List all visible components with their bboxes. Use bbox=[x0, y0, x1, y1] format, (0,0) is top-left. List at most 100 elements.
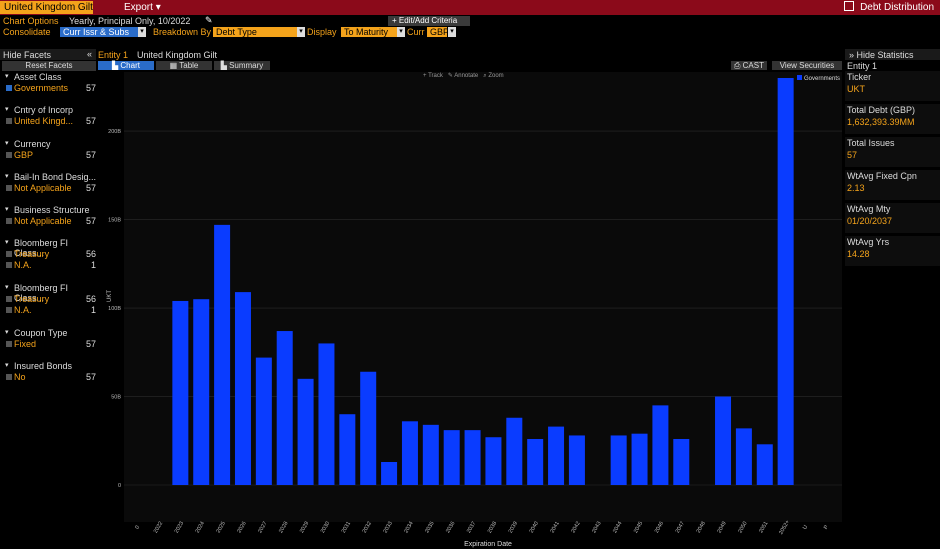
bar[interactable] bbox=[193, 299, 210, 485]
bar[interactable] bbox=[652, 405, 669, 485]
reset-facets-button[interactable]: Reset Facets bbox=[2, 61, 96, 71]
bar[interactable] bbox=[756, 444, 773, 485]
bar[interactable] bbox=[735, 428, 752, 485]
bar[interactable] bbox=[568, 435, 585, 485]
facet-item-label[interactable]: N.A. bbox=[14, 305, 32, 315]
facet-title[interactable]: Bail-In Bond Desig... bbox=[14, 172, 97, 182]
chart-options-value: Yearly, Principal Only, 10/2022 bbox=[69, 16, 191, 26]
facet-title[interactable]: Currency bbox=[14, 139, 51, 149]
facet-item-label[interactable]: United Kingd... bbox=[14, 116, 74, 126]
facet-title[interactable]: Insured Bonds bbox=[14, 361, 73, 371]
facet-checkbox[interactable] bbox=[6, 296, 12, 302]
hide-facets-button[interactable]: Hide Facets bbox=[3, 50, 52, 60]
bar[interactable] bbox=[339, 414, 356, 485]
bar[interactable] bbox=[485, 437, 502, 485]
export-button[interactable]: Export ▾ bbox=[124, 1, 161, 14]
bar[interactable] bbox=[360, 371, 377, 485]
facet-title[interactable]: Cntry of Incorp bbox=[14, 105, 74, 115]
bar[interactable] bbox=[506, 417, 523, 485]
bar[interactable] bbox=[777, 78, 794, 485]
facet-checkbox[interactable] bbox=[6, 307, 12, 313]
consolidate-arrow-icon[interactable]: ▾ bbox=[138, 27, 146, 37]
bar[interactable] bbox=[297, 378, 314, 485]
facet-checkbox[interactable] bbox=[6, 152, 12, 158]
facet-title[interactable]: Bloomberg FI Class... bbox=[14, 238, 69, 258]
bar[interactable] bbox=[422, 424, 439, 485]
bar[interactable] bbox=[276, 331, 293, 485]
facet-item-label[interactable]: N.A. bbox=[14, 260, 32, 270]
facet-checkbox[interactable] bbox=[6, 262, 12, 268]
facet-item-label[interactable]: Fixed bbox=[14, 339, 37, 349]
track-label: Track bbox=[428, 73, 443, 79]
facet-title[interactable]: Asset Class bbox=[14, 72, 62, 82]
edit-criteria-button[interactable]: + Edit/Add Criteria bbox=[388, 16, 470, 26]
facet-checkbox[interactable] bbox=[6, 85, 12, 91]
facet-checkbox[interactable] bbox=[6, 218, 12, 224]
tab-chart[interactable]: ▙ Chart bbox=[98, 61, 154, 70]
tab-summary[interactable]: ▙ Summary bbox=[214, 61, 270, 70]
facet-item-label[interactable]: Treasury bbox=[14, 249, 50, 259]
collapse-icon[interactable]: « bbox=[87, 49, 93, 59]
facet-item-label[interactable]: No bbox=[14, 372, 26, 382]
facet-checkbox[interactable] bbox=[6, 341, 12, 347]
bar[interactable] bbox=[548, 426, 565, 485]
expand-icon[interactable]: ▾ bbox=[5, 239, 9, 246]
facet-count: 1 bbox=[90, 260, 96, 270]
curr-select[interactable]: GBP bbox=[427, 27, 449, 37]
bar[interactable] bbox=[464, 430, 481, 485]
bar[interactable] bbox=[381, 461, 398, 485]
pencil-icon[interactable]: ✎ bbox=[205, 15, 213, 25]
bar[interactable] bbox=[234, 292, 251, 485]
facet-checkbox[interactable] bbox=[6, 185, 12, 191]
hide-statistics-button[interactable]: » Hide Statistics bbox=[849, 50, 914, 60]
expand-icon[interactable]: ▾ bbox=[5, 173, 9, 180]
expand-icon[interactable]: ▾ bbox=[5, 140, 9, 147]
stat-value: UKT bbox=[847, 84, 865, 94]
curr-arrow-icon[interactable]: ▾ bbox=[448, 27, 456, 37]
expand-icon[interactable]: ▾ bbox=[5, 362, 9, 369]
security-title[interactable]: United Kingdom Gilt bbox=[0, 1, 93, 14]
bar[interactable] bbox=[172, 300, 189, 485]
expand-icon[interactable]: ▾ bbox=[5, 106, 9, 113]
expand-icon[interactable]: ▾ bbox=[5, 73, 9, 80]
bar[interactable] bbox=[673, 438, 690, 485]
bar[interactable] bbox=[527, 438, 544, 485]
bar[interactable] bbox=[715, 396, 732, 485]
facet-title[interactable]: Coupon Type bbox=[14, 328, 68, 338]
display-arrow-icon[interactable]: ▾ bbox=[397, 27, 405, 37]
zoom-tool[interactable]: ⌕ Zoom bbox=[483, 73, 503, 79]
bar[interactable] bbox=[401, 421, 418, 485]
breakdown-arrow-icon[interactable]: ▾ bbox=[297, 27, 305, 37]
facet-item-label[interactable]: Governments bbox=[14, 83, 69, 93]
bar[interactable] bbox=[443, 430, 460, 485]
facet-checkbox[interactable] bbox=[6, 374, 12, 380]
cast-button[interactable]: ⎙ CAST bbox=[731, 61, 767, 70]
track-tool[interactable]: + Track bbox=[423, 73, 443, 79]
bar[interactable] bbox=[318, 343, 335, 485]
bar[interactable] bbox=[610, 435, 627, 485]
facet-checkbox[interactable] bbox=[6, 251, 12, 257]
consolidate-select[interactable]: Curr Issr & Subs bbox=[60, 27, 138, 37]
expand-icon[interactable]: ▾ bbox=[5, 206, 9, 213]
facet-title[interactable]: Business Structure bbox=[14, 205, 90, 215]
bar[interactable] bbox=[631, 433, 648, 485]
bar[interactable] bbox=[255, 357, 272, 485]
breakdown-select[interactable]: Debt Type bbox=[213, 27, 297, 37]
expand-icon[interactable]: ▾ bbox=[5, 284, 9, 291]
tab-table[interactable]: ▦ Table bbox=[156, 61, 212, 70]
expand-icon[interactable]: ▾ bbox=[5, 329, 9, 336]
facet-item-label[interactable]: Not Applicable bbox=[14, 183, 72, 193]
facet-title[interactable]: Bloomberg FI Class... bbox=[14, 283, 69, 303]
view-securities-button[interactable]: View Securities bbox=[772, 61, 842, 70]
external-link-icon[interactable] bbox=[844, 1, 855, 11]
distribution-label: Debt Distribution bbox=[860, 2, 934, 13]
x-axis-label: Expiration Date bbox=[464, 541, 512, 548]
facet-item-label[interactable]: Treasury bbox=[14, 294, 50, 304]
facet-item-label[interactable]: GBP bbox=[14, 150, 34, 160]
facet-item-label[interactable]: Not Applicable bbox=[14, 216, 72, 226]
facet-checkbox[interactable] bbox=[6, 118, 12, 124]
annotate-tool[interactable]: ✎ Annotate bbox=[448, 73, 478, 79]
display-select[interactable]: To Maturity bbox=[341, 27, 397, 37]
bar[interactable] bbox=[214, 224, 231, 486]
chart-options-link[interactable]: Chart Options bbox=[3, 16, 59, 26]
